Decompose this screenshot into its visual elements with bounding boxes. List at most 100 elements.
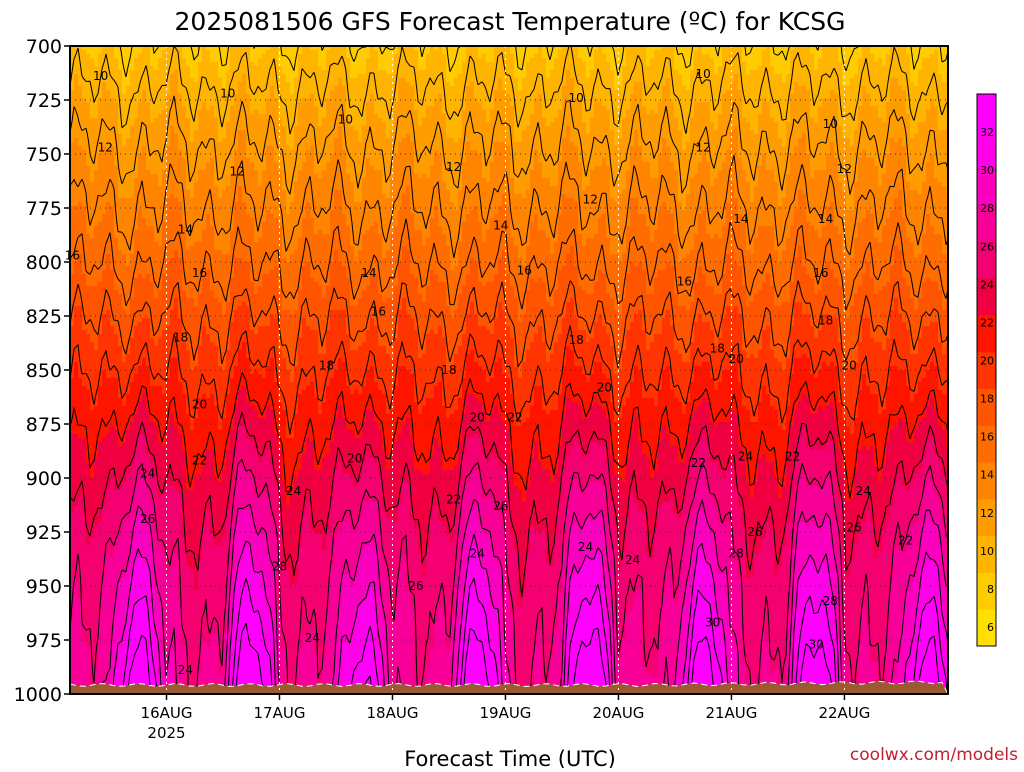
heatmap-cell <box>746 66 751 71</box>
heatmap-cell <box>282 58 287 63</box>
heatmap-cell <box>550 66 555 71</box>
heatmap-cell <box>174 62 179 67</box>
heatmap-cell <box>790 54 795 59</box>
heatmap-cell <box>918 58 923 63</box>
heatmap-cell <box>606 50 611 55</box>
heatmap-cell <box>626 66 631 71</box>
heatmap-cell <box>862 50 867 55</box>
heatmap-cell <box>686 58 691 63</box>
heatmap-cell <box>334 58 339 63</box>
heatmap-cell <box>446 50 451 55</box>
heatmap-cell <box>930 58 935 63</box>
heatmap-cell <box>322 70 327 75</box>
heatmap-cell <box>398 66 403 71</box>
heatmap-cell <box>286 62 291 67</box>
heatmap-cell <box>146 58 151 63</box>
heatmap-cell <box>306 54 311 59</box>
heatmap-cell <box>366 66 371 71</box>
heatmap-cell <box>710 50 715 55</box>
heatmap-cell <box>82 66 87 71</box>
heatmap-cell <box>170 70 175 75</box>
heatmap-cell <box>534 54 539 59</box>
heatmap-cell <box>114 58 119 63</box>
heatmap-cell <box>506 58 511 63</box>
heatmap-cell <box>114 62 119 67</box>
heatmap-cell <box>742 62 747 67</box>
heatmap-cell <box>746 58 751 63</box>
heatmap-cell <box>298 62 303 67</box>
heatmap-cell <box>434 54 439 59</box>
heatmap-cell <box>346 54 351 59</box>
heatmap-cell <box>638 50 643 55</box>
heatmap-cell <box>714 58 719 63</box>
heatmap-cell <box>278 70 283 75</box>
heatmap-cell <box>606 66 611 71</box>
heatmap-cell <box>230 62 235 67</box>
heatmap-cell <box>330 54 335 59</box>
heatmap-cell <box>810 66 815 71</box>
heatmap-cell <box>806 54 811 59</box>
heatmap-cell <box>350 62 355 67</box>
heatmap-cell <box>322 66 327 71</box>
heatmap-cell <box>286 66 291 71</box>
heatmap-cell <box>450 54 455 59</box>
heatmap-cell <box>202 66 207 71</box>
heatmap-cell <box>262 54 267 59</box>
heatmap-cell <box>626 62 631 67</box>
heatmap-cell <box>926 54 931 59</box>
heatmap-cell <box>658 50 663 55</box>
heatmap-cell <box>698 50 703 55</box>
heatmap-cell <box>506 50 511 55</box>
heatmap-cell <box>530 54 535 59</box>
heatmap-cell <box>438 66 443 71</box>
heatmap-cell <box>310 62 315 67</box>
heatmap-cell <box>582 50 587 55</box>
heatmap-cell <box>594 50 599 55</box>
heatmap-cell <box>186 70 191 75</box>
heatmap-cell <box>930 66 935 71</box>
heatmap-cell <box>354 66 359 71</box>
heatmap-cell <box>754 54 759 59</box>
heatmap-cell <box>578 54 583 59</box>
heatmap-cell <box>422 70 427 75</box>
heatmap-cell <box>230 66 235 71</box>
heatmap-cell <box>558 66 563 71</box>
heatmap-cell <box>198 54 203 59</box>
heatmap-cell <box>282 50 287 55</box>
heatmap-cell <box>350 70 355 75</box>
heatmap-cell <box>282 70 287 75</box>
heatmap-cell <box>942 66 947 71</box>
heatmap-cell <box>770 62 775 67</box>
heatmap-cell <box>210 66 215 71</box>
heatmap-cell <box>594 58 599 63</box>
heatmap-cell <box>630 54 635 59</box>
heatmap-cell <box>470 70 475 75</box>
heatmap-cell <box>414 54 419 59</box>
heatmap-cell <box>378 54 383 59</box>
heatmap-cell <box>926 62 931 67</box>
heatmap-cell <box>814 58 819 63</box>
heatmap-cell <box>654 66 659 71</box>
heatmap-cell <box>794 66 799 71</box>
heatmap-cell <box>186 54 191 59</box>
heatmap-cell <box>574 50 579 55</box>
heatmap-cell <box>726 54 731 59</box>
heatmap-cell <box>510 62 515 67</box>
heatmap-cell <box>358 54 363 59</box>
heatmap-cell <box>214 66 219 71</box>
heatmap-cell <box>74 70 79 75</box>
heatmap-cell <box>646 58 651 63</box>
heatmap-cell <box>110 62 115 67</box>
heatmap-cell <box>426 54 431 59</box>
heatmap-cell <box>318 70 323 75</box>
heatmap-cell <box>850 58 855 63</box>
heatmap-cell <box>530 50 535 55</box>
heatmap-cell <box>722 50 727 55</box>
heatmap-cell <box>226 66 231 71</box>
heatmap-cell <box>198 70 203 75</box>
heatmap-cell <box>354 62 359 67</box>
heatmap-cell <box>90 58 95 63</box>
heatmap-cell <box>290 50 295 55</box>
heatmap-cell <box>766 54 771 59</box>
heatmap-cell <box>190 62 195 67</box>
